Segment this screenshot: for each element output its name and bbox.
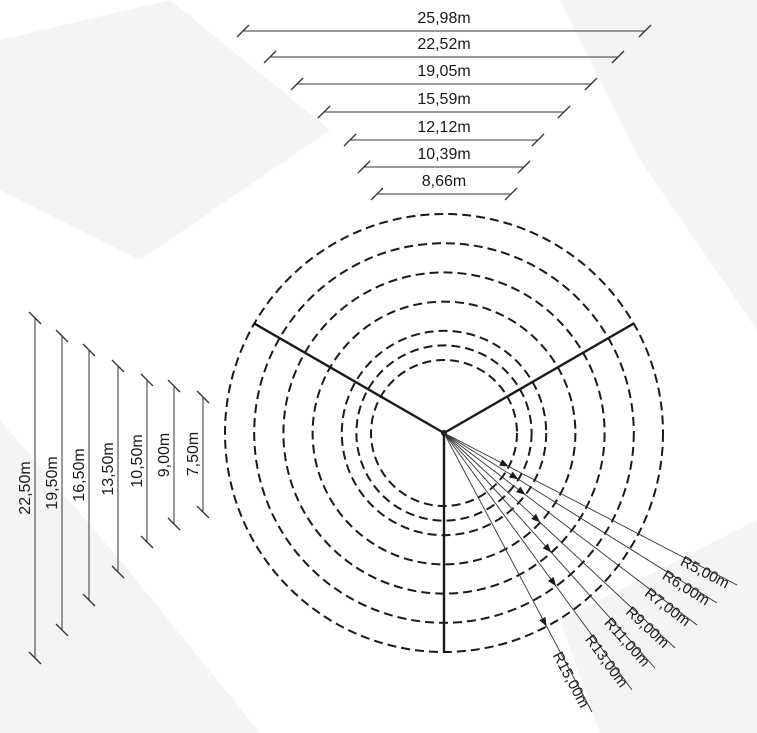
spoke-2 (253, 322, 445, 435)
radius-leader-2 (443, 432, 718, 604)
h-dim-tick-2r (611, 50, 625, 64)
h-dim-tick-5l (343, 133, 357, 147)
h-dim-tick-1l (236, 24, 250, 38)
v-dim-label-5: 10,50m (129, 434, 146, 487)
radius-arrow-4 (531, 513, 541, 523)
vertical-dimensions: 22,50m 19,50m 16,50m 13,50m 10,50m 9,00m… (17, 311, 210, 665)
v-dim-tick-6t (167, 379, 181, 393)
v-dim-label-1: 22,50m (17, 461, 34, 514)
h-dim-tick-7l (370, 187, 384, 201)
v-dim-label-7: 7,50m (185, 432, 202, 476)
h-dim-tick-4l (317, 105, 331, 119)
radius-arrow-2 (508, 471, 519, 480)
v-dim-label-3: 16,50m (71, 448, 88, 501)
h-dim-label-5: 12,12m (417, 119, 470, 136)
v-dim-tick-2b (55, 623, 69, 637)
spoke-3 (443, 322, 635, 435)
radius-leader-1 (443, 432, 738, 586)
v-dim-tick-3t (82, 343, 96, 357)
v-dim-tick-6b (167, 517, 181, 531)
radius-leader-7 (443, 432, 593, 713)
radius-leader-4 (443, 432, 676, 649)
h-dim-label-6: 10,39m (417, 146, 470, 163)
h-dim-tick-2l (263, 50, 277, 64)
v-dim-tick-5t (140, 373, 154, 387)
h-dim-tick-3l (290, 77, 304, 91)
h-dim-label-3: 19,05m (417, 63, 470, 80)
dashed-circle-4 (311, 300, 577, 566)
v-dim-tick-4b (111, 565, 125, 579)
h-dim-label-4: 15,59m (417, 91, 470, 108)
v-dim-label-6: 9,00m (156, 433, 173, 477)
h-dim-label-2: 22,52m (417, 36, 470, 53)
v-dim-tick-2t (55, 329, 69, 343)
h-dim-tick-6r (517, 160, 531, 174)
v-dim-tick-3b (82, 593, 96, 607)
radius-arrow-1 (499, 459, 509, 467)
radius-arrow-6 (547, 576, 557, 587)
radius-arrow-5 (542, 543, 552, 553)
radius-leader-6 (443, 432, 633, 691)
h-dim-tick-6l (357, 160, 371, 174)
h-dim-label-1: 25,98m (417, 10, 470, 27)
h-dim-tick-1r (638, 24, 652, 38)
radius-arrow-7 (539, 616, 547, 627)
h-dim-label-7: 8,66m (422, 173, 466, 190)
v-dim-label-2: 19,50m (44, 456, 61, 509)
divider-spokes (253, 322, 635, 652)
v-dim-tick-7b (196, 505, 210, 519)
v-dim-tick-4t (111, 359, 125, 373)
h-dim-tick-4r (557, 105, 571, 119)
radius-arrow-3 (516, 486, 526, 495)
h-dim-tick-3r (584, 77, 598, 91)
radius-leader-3 (443, 432, 698, 626)
dashed-circle-2 (355, 344, 533, 522)
horizontal-dimensions: 25,98m 22,52m 19,05m 15,59m 12,12m 10,39… (236, 10, 652, 201)
v-dim-tick-7t (196, 390, 210, 404)
v-dim-tick-1b (28, 651, 42, 665)
h-dim-tick-5r (531, 133, 545, 147)
v-dim-label-4: 13,50m (100, 442, 117, 495)
v-dim-tick-5b (140, 535, 154, 549)
v-dim-tick-1t (28, 311, 42, 325)
h-dim-tick-7r (504, 187, 518, 201)
radius-leaders (443, 432, 738, 713)
